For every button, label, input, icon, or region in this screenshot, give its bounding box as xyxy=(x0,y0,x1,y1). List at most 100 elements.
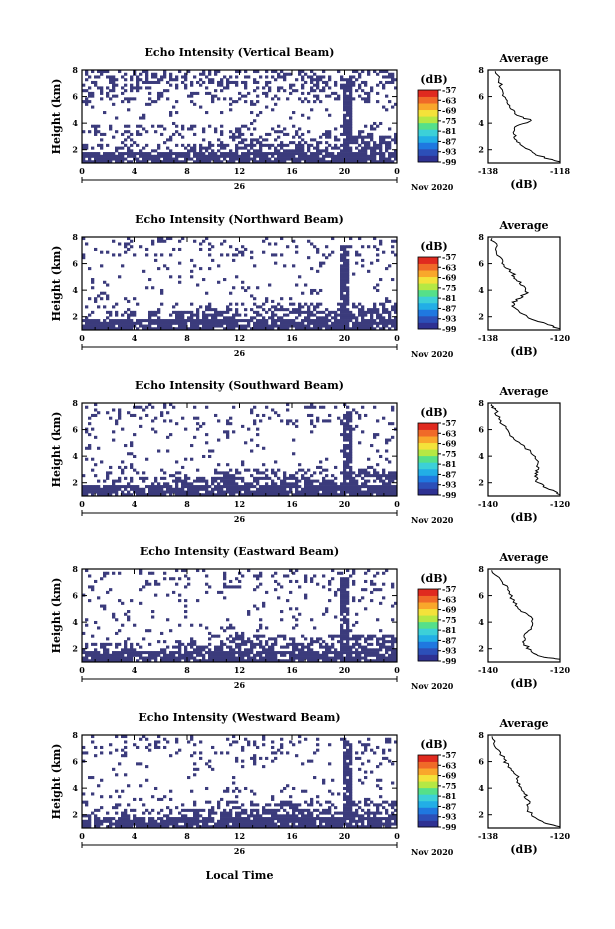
heatmap-cell xyxy=(112,430,116,434)
heatmap-cell xyxy=(214,468,218,472)
heatmap-cell xyxy=(244,313,248,317)
heatmap-cell xyxy=(154,72,158,76)
heatmap-cell xyxy=(139,116,143,120)
heatmap-cell xyxy=(232,135,236,139)
heatmap-cell xyxy=(229,130,233,134)
heatmap-cell xyxy=(295,419,299,423)
heatmap-cell xyxy=(325,108,329,112)
heatmap-cell xyxy=(193,773,197,777)
heatmap-cell xyxy=(334,138,338,142)
x-tick-label: 20 xyxy=(339,499,351,509)
heatmap-cell xyxy=(310,313,314,317)
heatmap-cell xyxy=(367,327,371,331)
heatmap-cell xyxy=(379,160,383,164)
heatmap-cell xyxy=(91,413,95,417)
heatmap-cell xyxy=(193,642,197,646)
heatmap-cell xyxy=(223,817,227,821)
heatmap-cell xyxy=(349,748,353,752)
heatmap-cell xyxy=(214,648,218,652)
heatmap-cell xyxy=(358,154,362,158)
heatmap-cell xyxy=(214,127,218,131)
heatmap-cell xyxy=(184,457,188,461)
heatmap-cell xyxy=(349,487,353,491)
heatmap-cell xyxy=(250,482,254,486)
heatmap-cell xyxy=(184,427,188,431)
heatmap-cell xyxy=(193,817,197,821)
heatmap-cell xyxy=(382,656,386,660)
heatmap-cell xyxy=(307,659,311,663)
heatmap-cell xyxy=(289,485,293,489)
heatmap-cell xyxy=(226,737,230,741)
average-y-tick-label: 8 xyxy=(478,564,484,574)
heatmap-cell xyxy=(115,819,119,823)
heatmap-cell xyxy=(343,280,347,284)
heatmap-cell xyxy=(295,803,299,807)
heatmap-cell xyxy=(373,157,377,161)
heatmap-cell xyxy=(94,299,98,303)
heatmap-cell xyxy=(211,745,215,749)
heatmap-cell xyxy=(388,476,392,480)
heatmap-cell xyxy=(91,321,95,325)
heatmap-cell xyxy=(235,806,239,810)
heatmap-cell xyxy=(163,154,167,158)
heatmap-cell xyxy=(349,786,353,791)
average-x-axis-label: (dB) xyxy=(510,345,537,358)
heatmap-cell xyxy=(370,152,374,156)
heatmap-cell xyxy=(253,138,257,142)
heatmap-cell xyxy=(343,146,347,150)
heatmap-cell xyxy=(262,806,266,810)
heatmap-cell xyxy=(250,152,254,156)
heatmap-cell xyxy=(253,70,257,74)
heatmap-cell xyxy=(355,78,359,82)
heatmap-cell xyxy=(112,767,116,771)
heatmap-cell xyxy=(223,490,227,494)
heatmap-cell xyxy=(241,146,245,150)
heatmap-cell xyxy=(343,138,347,142)
heatmap-cell xyxy=(328,743,332,747)
heatmap-cell xyxy=(238,653,242,657)
heatmap-cell xyxy=(82,130,86,134)
average-y-tick-label: 2 xyxy=(478,644,484,654)
heatmap-cell xyxy=(355,424,359,428)
heatmap-cell xyxy=(361,405,365,409)
heatmap-cell xyxy=(103,817,107,821)
heatmap-cell xyxy=(340,618,344,622)
heatmap-cell xyxy=(373,811,377,815)
heatmap-cell xyxy=(370,811,374,815)
heatmap-cell xyxy=(256,444,260,448)
heatmap-cell xyxy=(280,316,284,320)
heatmap-cell xyxy=(370,490,374,494)
heatmap-cell xyxy=(196,659,200,663)
heatmap-cell xyxy=(199,648,203,652)
heatmap-cell xyxy=(352,321,356,325)
heatmap-cell xyxy=(241,302,245,306)
colorbar-tick-label: -69 xyxy=(442,273,457,283)
heatmap-cell xyxy=(277,72,281,76)
heatmap-cell xyxy=(355,751,359,755)
heatmap-cell xyxy=(166,138,170,142)
colorbar-segment xyxy=(418,481,438,489)
average-y-tick-label: 6 xyxy=(478,591,484,601)
heatmap-cell xyxy=(118,416,122,420)
heatmap-cell xyxy=(172,651,176,655)
heatmap-cell xyxy=(343,604,347,608)
heatmap-cell xyxy=(241,765,245,769)
heatmap-cell xyxy=(241,324,245,328)
heatmap-cell xyxy=(337,653,341,657)
heatmap-cell xyxy=(187,817,191,821)
heatmap-cell xyxy=(352,482,356,486)
heatmap-cell xyxy=(160,94,164,98)
heatmap-cell xyxy=(223,327,227,331)
heatmap-cell xyxy=(97,626,101,630)
heatmap-cell xyxy=(223,574,227,578)
heatmap-cell xyxy=(394,817,398,821)
heatmap-cell xyxy=(310,302,314,306)
heatmap-cell xyxy=(343,803,347,807)
heatmap-cell xyxy=(271,316,275,320)
heatmap-cell xyxy=(334,154,338,158)
heatmap-cell xyxy=(220,324,224,328)
heatmap-cell xyxy=(313,100,317,104)
heatmap-cell xyxy=(139,784,143,788)
heatmap-cell xyxy=(376,288,380,293)
heatmap-cell xyxy=(310,648,314,652)
